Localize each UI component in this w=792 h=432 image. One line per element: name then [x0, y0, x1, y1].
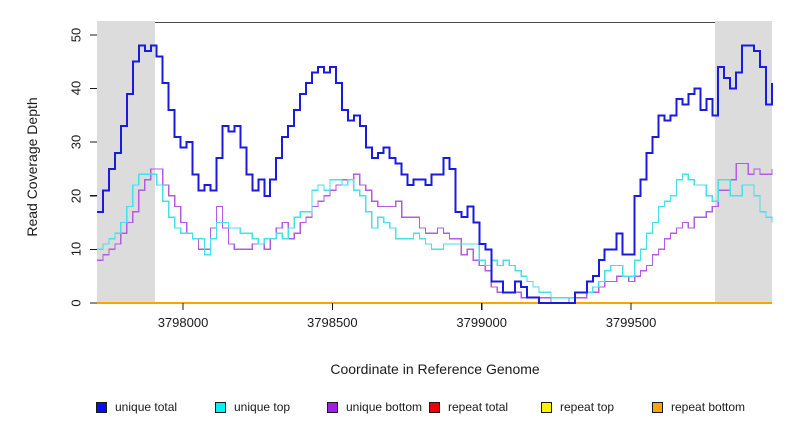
- x-tick-label: 3798500: [307, 315, 358, 330]
- x-axis-title: Coordinate in Reference Genome: [330, 361, 540, 377]
- legend-item-repeat-top: repeat top: [541, 398, 614, 416]
- legend-item-unique-bottom: unique bottom: [327, 398, 422, 416]
- legend-item-unique-total: unique total: [96, 398, 177, 416]
- y-tick-label: 50: [68, 27, 84, 43]
- legend-swatch-repeat-total: [429, 401, 440, 413]
- y-tick-label: 30: [68, 134, 84, 150]
- legend-item-repeat-total: repeat total: [429, 398, 508, 416]
- legend-swatch-repeat-top: [541, 401, 552, 413]
- legend-swatch-unique-bottom: [327, 401, 338, 413]
- highlight-band: [714, 21, 772, 303]
- legend-label: unique top: [234, 400, 291, 414]
- y-tick-label: 40: [68, 81, 84, 96]
- highlight-band: [97, 21, 155, 303]
- series-unique-top: [97, 173, 773, 299]
- plot-area: [97, 21, 773, 304]
- legend-swatch-unique-top: [215, 401, 226, 413]
- legend-item-repeat-bottom: repeat bottom: [652, 398, 745, 416]
- y-tick-label: 10: [68, 242, 84, 257]
- y-tick-label: 20: [68, 188, 84, 203]
- y-axis-title: Read Coverage Depth: [24, 97, 40, 237]
- y-tick-label: 0: [68, 299, 84, 307]
- x-tick-label: 3799500: [605, 315, 657, 330]
- legend-label: unique bottom: [346, 400, 423, 414]
- legend-item-unique-top: unique top: [215, 398, 290, 416]
- series-unique-total: [97, 44, 773, 304]
- series-unique-bottom: [97, 162, 773, 304]
- x-tick-label: 3798000: [157, 315, 209, 330]
- legend-label: repeat top: [560, 400, 615, 414]
- legend: unique total unique top unique bottom repea…: [0, 398, 792, 420]
- x-tick-label: 3799000: [456, 315, 507, 330]
- legend-label: repeat total: [448, 400, 509, 414]
- legend-label: unique total: [115, 400, 178, 414]
- legend-swatch-repeat-bottom: [652, 401, 663, 413]
- legend-swatch-unique-total: [96, 401, 107, 413]
- legend-label: repeat bottom: [671, 400, 746, 414]
